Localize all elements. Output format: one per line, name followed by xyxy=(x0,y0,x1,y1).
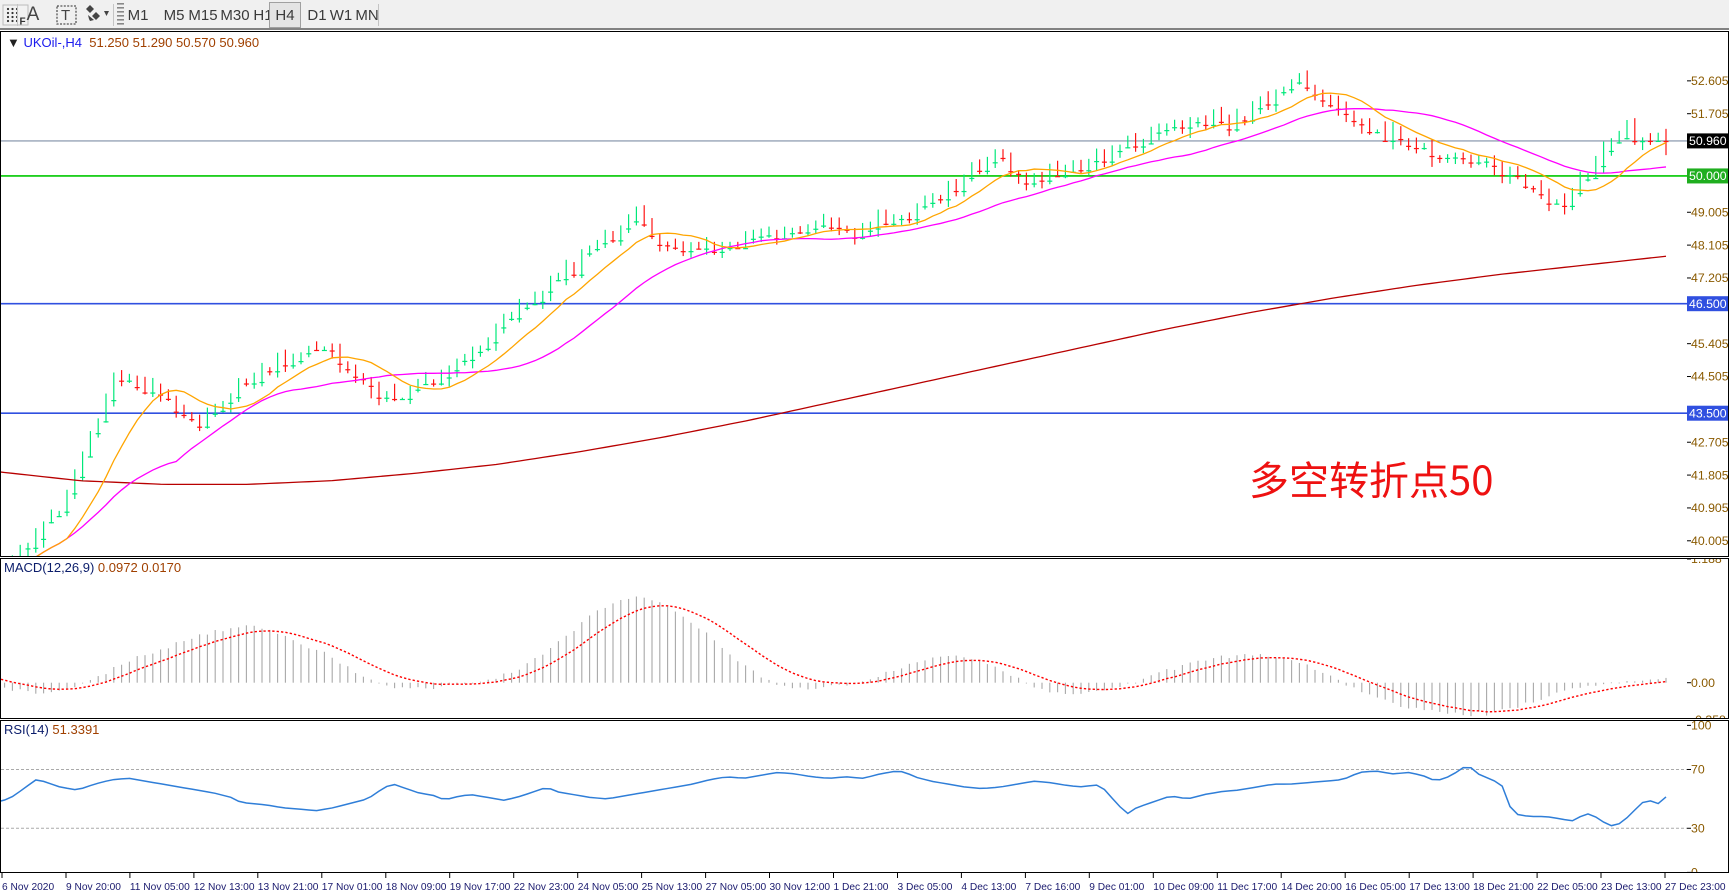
svg-text:51.705: 51.705 xyxy=(1691,107,1729,121)
svg-text:1.188: 1.188 xyxy=(1691,559,1722,566)
svg-text:22 Nov 23:00: 22 Nov 23:00 xyxy=(514,882,575,893)
svg-text:48.105: 48.105 xyxy=(1691,238,1729,252)
svg-text:17 Nov 01:00: 17 Nov 01:00 xyxy=(322,882,383,893)
svg-text:40.005: 40.005 xyxy=(1691,534,1729,548)
svg-text:27 Dec 23:00: 27 Dec 23:00 xyxy=(1665,882,1726,893)
svg-text:22 Dec 05:00: 22 Dec 05:00 xyxy=(1537,882,1598,893)
svg-text:43.500: 43.500 xyxy=(1689,406,1727,420)
svg-text:1 Dec 21:00: 1 Dec 21:00 xyxy=(834,882,889,893)
svg-text:-0.358: -0.358 xyxy=(1691,713,1726,719)
svg-text:47.205: 47.205 xyxy=(1691,271,1729,285)
svg-text:17 Dec 13:00: 17 Dec 13:00 xyxy=(1409,882,1470,893)
svg-text:18 Nov 09:00: 18 Nov 09:00 xyxy=(386,882,447,893)
svg-text:45.405: 45.405 xyxy=(1691,337,1729,351)
svg-text:46.500: 46.500 xyxy=(1689,297,1727,311)
svg-text:40.905: 40.905 xyxy=(1691,501,1729,515)
svg-text:14 Dec 20:00: 14 Dec 20:00 xyxy=(1281,882,1342,893)
svg-text:11 Nov 05:00: 11 Nov 05:00 xyxy=(130,882,190,893)
svg-text:44.505: 44.505 xyxy=(1691,370,1729,384)
svg-text:9 Dec 01:00: 9 Dec 01:00 xyxy=(1089,882,1144,893)
svg-text:16 Dec 05:00: 16 Dec 05:00 xyxy=(1345,882,1406,893)
svg-text:多空转折点50: 多空转折点50 xyxy=(1249,449,1493,507)
svg-text:4 Dec 13:00: 4 Dec 13:00 xyxy=(961,882,1016,893)
svg-text:11 Dec 17:00: 11 Dec 17:00 xyxy=(1217,882,1277,893)
svg-text:T: T xyxy=(61,7,70,24)
svg-text:19 Nov 17:00: 19 Nov 17:00 xyxy=(450,882,511,893)
svg-text:13 Nov 21:00: 13 Nov 21:00 xyxy=(258,882,319,893)
svg-text:0: 0 xyxy=(1691,866,1698,873)
svg-text:24 Nov 05:00: 24 Nov 05:00 xyxy=(578,882,639,893)
svg-text:49.005: 49.005 xyxy=(1691,205,1729,219)
svg-text:23 Dec 13:00: 23 Dec 13:00 xyxy=(1601,882,1662,893)
svg-text:3 Dec 05:00: 3 Dec 05:00 xyxy=(898,882,953,893)
svg-text:70: 70 xyxy=(1691,763,1705,777)
svg-text:41.805: 41.805 xyxy=(1691,468,1729,482)
svg-text:30: 30 xyxy=(1691,821,1705,835)
svg-text:27 Nov 05:00: 27 Nov 05:00 xyxy=(706,882,767,893)
svg-text:6 Nov 2020: 6 Nov 2020 xyxy=(2,882,54,893)
svg-text:50.000: 50.000 xyxy=(1689,169,1727,183)
svg-text:25 Nov 13:00: 25 Nov 13:00 xyxy=(642,882,703,893)
svg-text:10 Dec 09:00: 10 Dec 09:00 xyxy=(1153,882,1214,893)
svg-text:50.960: 50.960 xyxy=(1689,134,1727,148)
svg-text:9 Nov 20:00: 9 Nov 20:00 xyxy=(66,882,121,893)
svg-text:42.705: 42.705 xyxy=(1691,435,1729,449)
svg-text:18 Dec 21:00: 18 Dec 21:00 xyxy=(1473,882,1534,893)
svg-text:0.00: 0.00 xyxy=(1691,676,1715,690)
svg-text:12 Nov 13:00: 12 Nov 13:00 xyxy=(194,882,255,893)
svg-text:7 Dec 16:00: 7 Dec 16:00 xyxy=(1025,882,1080,893)
svg-text:52.605: 52.605 xyxy=(1691,74,1729,88)
svg-text:30 Nov 12:00: 30 Nov 12:00 xyxy=(770,882,831,893)
svg-text:100: 100 xyxy=(1691,721,1712,733)
